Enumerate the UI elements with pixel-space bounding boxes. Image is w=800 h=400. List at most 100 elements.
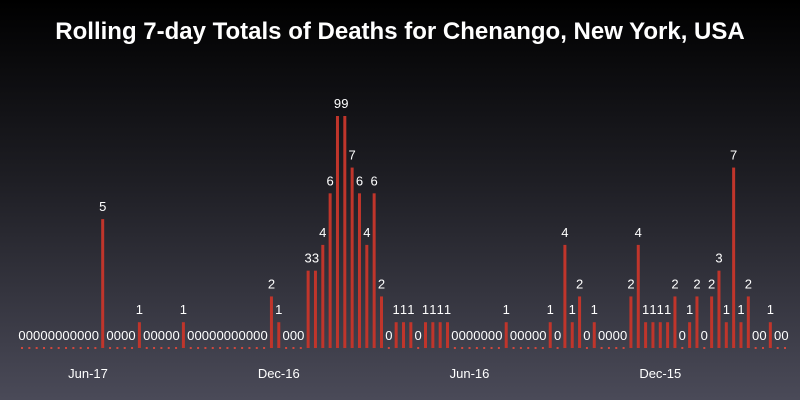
zero-marker — [761, 347, 764, 349]
data-label: 1 — [393, 302, 400, 317]
bar — [343, 116, 347, 348]
zero-marker — [65, 347, 68, 349]
zero-marker — [387, 347, 390, 349]
bar — [504, 322, 508, 348]
data-label: 0 — [26, 328, 33, 343]
bar — [409, 322, 413, 348]
zero-marker — [703, 347, 706, 349]
zero-marker — [153, 347, 156, 349]
data-label: 6 — [327, 173, 334, 188]
data-label: 1 — [642, 302, 649, 317]
data-label: 0 — [385, 328, 392, 343]
data-label: 1 — [444, 302, 451, 317]
bar — [658, 322, 662, 348]
data-label: 0 — [598, 328, 605, 343]
data-label: 6 — [356, 173, 363, 188]
data-label: 0 — [415, 328, 422, 343]
bar — [402, 322, 405, 348]
data-label: 4 — [635, 225, 642, 240]
data-label: 1 — [437, 302, 444, 317]
zero-marker — [461, 347, 464, 349]
data-label: 0 — [759, 328, 766, 343]
data-label: 2 — [671, 276, 678, 291]
zero-marker — [219, 347, 222, 349]
zero-marker — [248, 347, 251, 349]
data-label: 3 — [715, 251, 722, 266]
bar — [365, 244, 369, 348]
data-label: 0 — [40, 328, 47, 343]
bar — [578, 296, 582, 348]
zero-marker — [490, 347, 493, 349]
bar — [717, 270, 721, 348]
bar — [592, 322, 596, 348]
data-label: 1 — [686, 302, 693, 317]
zero-marker — [204, 347, 207, 349]
bar — [651, 322, 655, 348]
bar — [379, 296, 383, 348]
data-label: 0 — [613, 328, 620, 343]
data-label: 1 — [723, 302, 730, 317]
data-label: 4 — [363, 225, 370, 240]
data-label: 3 — [305, 251, 312, 266]
bar — [695, 296, 699, 348]
data-label: 0 — [106, 328, 113, 343]
data-label: 1 — [657, 302, 664, 317]
data-label: 0 — [194, 328, 201, 343]
bar — [438, 322, 442, 348]
bar — [335, 116, 339, 348]
zero-marker — [585, 347, 588, 349]
bar — [269, 296, 273, 348]
data-label: 0 — [238, 328, 245, 343]
bar — [181, 322, 185, 348]
zero-marker — [468, 347, 471, 349]
data-label: 0 — [172, 328, 179, 343]
bar — [277, 322, 281, 348]
bar — [306, 270, 310, 348]
data-label: 0 — [451, 328, 458, 343]
zero-marker — [189, 347, 192, 349]
data-label: 0 — [459, 328, 466, 343]
data-label: 0 — [510, 328, 517, 343]
data-label: 0 — [473, 328, 480, 343]
data-label: 0 — [532, 328, 539, 343]
zero-marker — [483, 347, 486, 349]
chart-title: Rolling 7-day Totals of Deaths for Chena… — [55, 18, 745, 45]
zero-marker — [681, 347, 684, 349]
bar — [644, 322, 648, 348]
data-label: 2 — [627, 276, 634, 291]
bar — [431, 322, 435, 348]
bar — [732, 167, 736, 348]
zero-marker — [211, 347, 214, 349]
data-label: 1 — [569, 302, 576, 317]
zero-marker — [534, 347, 537, 349]
zero-marker — [263, 347, 266, 349]
data-label: 0 — [158, 328, 165, 343]
zero-marker — [241, 347, 244, 349]
zero-marker — [497, 347, 500, 349]
zero-marker — [600, 347, 603, 349]
data-label: 1 — [649, 302, 656, 317]
zero-marker — [255, 347, 258, 349]
data-label: 1 — [429, 302, 436, 317]
data-label: 0 — [18, 328, 25, 343]
zero-marker — [21, 347, 23, 349]
bar — [548, 322, 552, 348]
data-label: 0 — [605, 328, 612, 343]
zero-marker — [35, 347, 38, 349]
bar — [570, 322, 574, 348]
data-label: 0 — [48, 328, 55, 343]
zero-marker — [622, 347, 625, 349]
data-label: 1 — [767, 302, 774, 317]
bar — [357, 193, 361, 348]
bar — [710, 296, 714, 348]
data-label: 0 — [55, 328, 62, 343]
x-tick-label: Dec-16 — [258, 366, 300, 381]
data-label: 0 — [114, 328, 121, 343]
data-label: 2 — [378, 276, 385, 291]
zero-marker — [87, 347, 90, 349]
data-label: 1 — [180, 302, 187, 317]
zero-marker — [417, 347, 420, 349]
data-label: 9 — [334, 96, 341, 111]
zero-marker — [123, 347, 126, 349]
data-label: 0 — [283, 328, 290, 343]
